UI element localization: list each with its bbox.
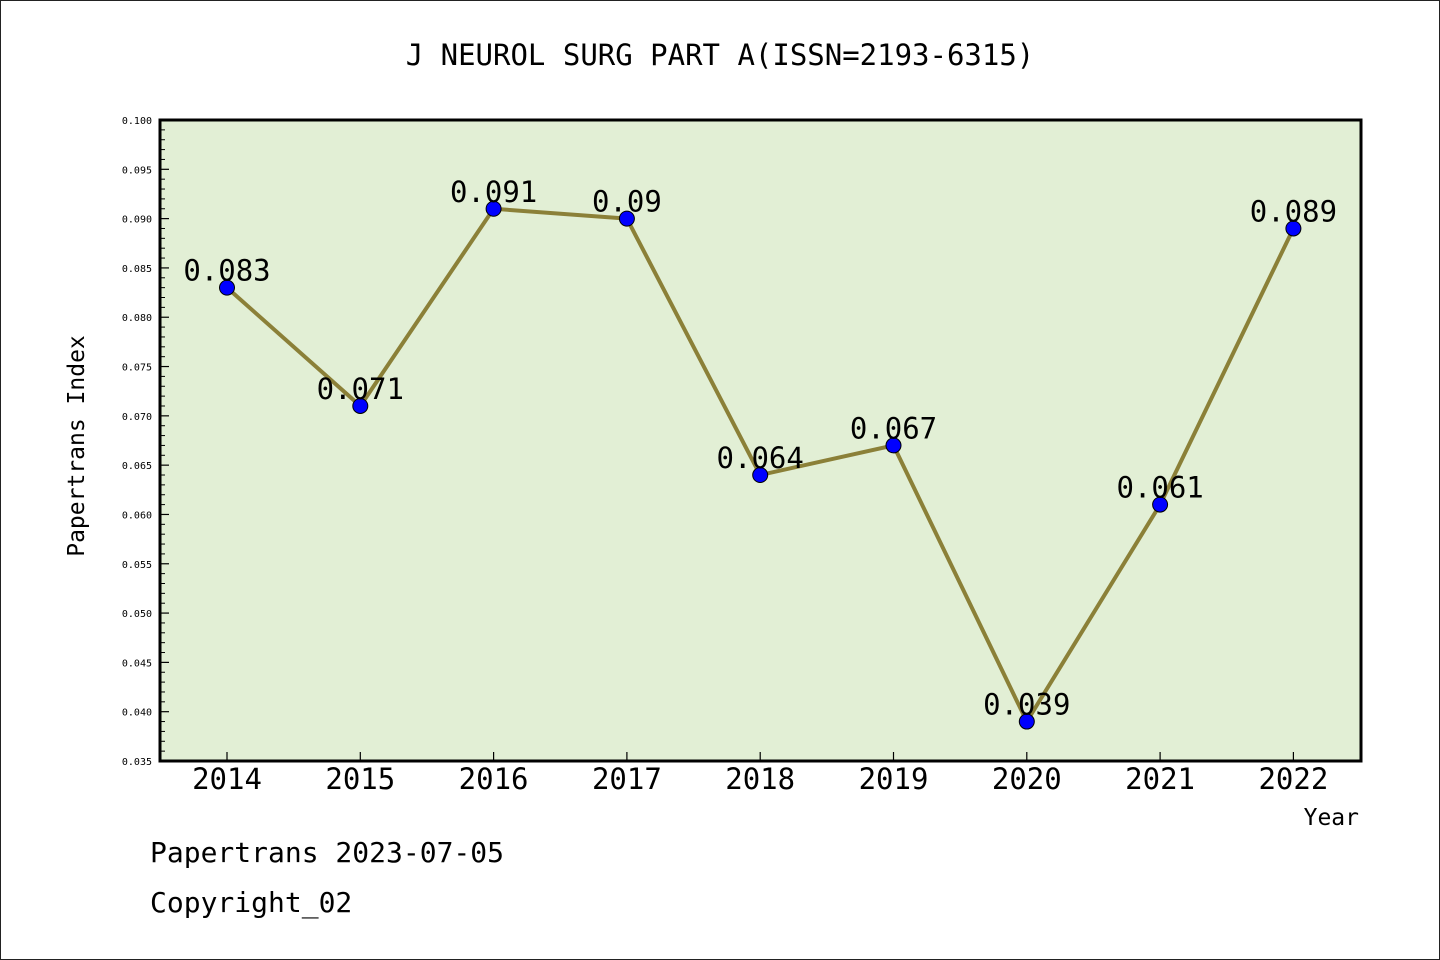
- data-label: 0.071: [317, 372, 404, 406]
- y-tick-label: 0.085: [122, 264, 152, 275]
- data-label: 0.061: [1116, 471, 1203, 505]
- data-label: 0.089: [1250, 194, 1337, 228]
- x-tick-label: 2014: [192, 762, 262, 796]
- chart-title: J NEUROL SURG PART A(ISSN=2193-6315): [405, 38, 1035, 72]
- y-tick-label: 0.060: [122, 510, 152, 521]
- y-tick-label: 0.100: [122, 116, 152, 127]
- y-tick-label: 0.065: [122, 461, 152, 472]
- data-label: 0.091: [450, 175, 537, 209]
- y-tick-label: 0.045: [122, 658, 152, 669]
- footer-copyright: Copyright_02: [150, 886, 353, 919]
- x-tick-label: 2020: [992, 762, 1062, 796]
- x-tick-label: 2015: [325, 762, 395, 796]
- y-tick-label: 0.040: [122, 708, 152, 719]
- data-label: 0.083: [183, 254, 270, 288]
- data-point: [1152, 496, 1169, 513]
- data-point: [885, 437, 902, 454]
- data-point: [485, 200, 502, 217]
- data-point: [752, 467, 769, 484]
- plot-area: [158, 118, 1363, 763]
- x-tick-label: 2016: [459, 762, 529, 796]
- y-tick-label: 0.095: [122, 165, 152, 176]
- x-tick-label: 2017: [592, 762, 662, 796]
- y-tick-label: 0.090: [122, 215, 152, 226]
- x-tick-label: 2018: [725, 762, 795, 796]
- y-tick-label: 0.070: [122, 412, 152, 423]
- footer-source: Papertrans 2023-07-05: [150, 836, 505, 869]
- data-label: 0.09: [592, 185, 662, 219]
- data-point: [618, 210, 635, 227]
- data-point: [219, 279, 235, 296]
- data-label: 0.067: [850, 411, 937, 445]
- data-point: [352, 397, 369, 414]
- y-tick-label: 0.075: [122, 363, 152, 374]
- x-tick-label: 2022: [1258, 762, 1328, 796]
- y-tick-label: 0.050: [122, 609, 152, 620]
- x-tick-label: 2021: [1125, 762, 1195, 796]
- data-point: [1018, 713, 1035, 730]
- x-axis-label: Year: [1304, 805, 1359, 831]
- data-point: [1285, 220, 1302, 237]
- y-tick-label: 0.055: [122, 560, 152, 571]
- y-tick-label: 0.035: [122, 757, 152, 768]
- y-axis-label: Papertrans Index: [64, 335, 90, 557]
- y-tick-label: 0.080: [122, 313, 152, 324]
- x-tick-label: 2019: [859, 762, 929, 796]
- data-label: 0.064: [717, 441, 804, 475]
- data-label: 0.039: [983, 688, 1070, 722]
